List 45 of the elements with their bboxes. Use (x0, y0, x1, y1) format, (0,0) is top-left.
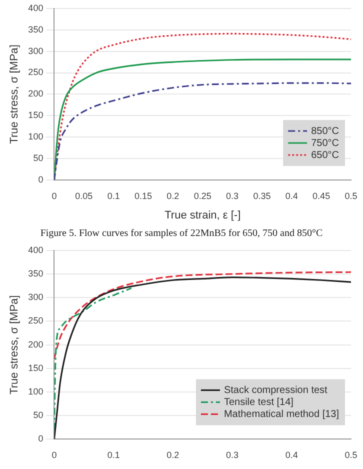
y-axis-title: True stress, σ [MPa] (8, 44, 21, 144)
x-tick-label: 0.15 (134, 190, 152, 201)
legend-label: Tensile test [14] (224, 396, 294, 408)
x-tick-label: 0.1 (107, 450, 120, 460)
y-tick-label: 50 (33, 410, 44, 420)
y-tick-label: 100 (28, 132, 44, 142)
y-axis-title: True stress, σ [MPa] (8, 295, 21, 394)
x-tick-label: 0.05 (75, 190, 93, 201)
y-tick-label: 50 (33, 153, 44, 164)
y-tick-label: 200 (28, 339, 44, 350)
x-tick-label: 0.3 (226, 190, 239, 201)
y-tick-label: 250 (28, 67, 44, 78)
x-tick-label: 0.3 (226, 450, 239, 460)
legend-label: 650°C (311, 150, 339, 161)
y-tick-label: 300 (28, 46, 44, 56)
y-tick-label: 300 (28, 292, 44, 302)
x-tick-label: 0.45 (312, 190, 330, 201)
y-tick-label: 400 (28, 2, 44, 13)
y-tick-label: 200 (28, 88, 44, 99)
legend-label: 750°C (311, 138, 339, 149)
y-tick-label: 400 (28, 244, 44, 255)
x-tick-label: 0 (52, 190, 57, 201)
x-tick-label: 0.5 (344, 450, 358, 460)
x-tick-label: 0.4 (285, 450, 298, 460)
y-tick-label: 350 (28, 268, 44, 278)
y-tick-label: 100 (28, 386, 44, 396)
x-tick-label: 0 (52, 450, 57, 460)
y-tick-label: 250 (28, 316, 44, 326)
y-tick-label: 0 (38, 174, 44, 184)
legend-label: Stack compression test (224, 384, 328, 396)
x-axis-title: True strain, ε [-] (164, 209, 241, 222)
legend-label: Mathematical method [13] (224, 408, 340, 420)
x-tick-label: 0.5 (344, 190, 358, 201)
y-tick-label: 350 (28, 24, 44, 34)
x-tick-label: 0.2 (166, 450, 180, 460)
legend-label: 850°C (311, 126, 339, 137)
y-tick-label: 150 (28, 362, 44, 373)
x-tick-label: 0.25 (194, 190, 212, 201)
x-tick-label: 0.35 (253, 190, 271, 201)
y-tick-label: 150 (28, 110, 44, 120)
y-tick-label: 0 (38, 434, 44, 444)
x-tick-label: 0.1 (107, 190, 120, 201)
x-tick-label: 0.4 (285, 190, 298, 201)
caption: Figure 5. Flow curves for samples of 22MnB5 for 650, 750 and 850°C (39, 227, 324, 241)
x-tick-label: 0.2 (166, 190, 180, 201)
